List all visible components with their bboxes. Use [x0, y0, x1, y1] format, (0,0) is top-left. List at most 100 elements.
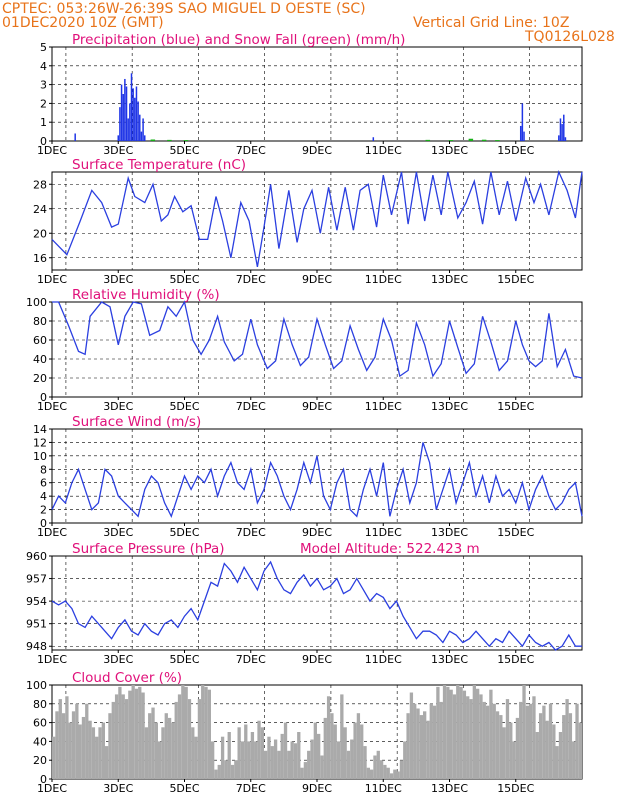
- temperature-series-line: [51, 169, 583, 268]
- cloud-bar: [313, 722, 317, 779]
- cloud-bar: [489, 689, 493, 779]
- cloud-bar: [224, 760, 228, 779]
- cloud-bar: [148, 713, 152, 779]
- cloud-bar: [65, 696, 69, 779]
- snow-bar: [425, 139, 431, 141]
- cloud-bar: [532, 696, 536, 779]
- y-tick-label: 14: [33, 423, 47, 436]
- cloud-bar: [237, 727, 241, 779]
- wind-title: Surface Wind (m/s): [72, 414, 201, 430]
- snow-bar: [448, 140, 454, 141]
- rain-bar: [558, 135, 560, 141]
- cloud-bar: [138, 686, 142, 779]
- plot-frame: [51, 555, 583, 651]
- y-tick-label: 5: [40, 41, 47, 54]
- cloud-cover-title: Cloud Cover (%): [72, 670, 182, 686]
- cloud-cover-panel: 0 20 40 60 80 100 1DEC 3DEC 5DEC 7DEC 9DEC 11DEC 13D…: [26, 670, 583, 795]
- y-tick-label: 80: [33, 315, 47, 328]
- cloud-bar: [370, 769, 374, 779]
- x-tick-label: 11DEC: [365, 653, 402, 666]
- y-tick-label: 10: [33, 450, 47, 463]
- x-tick-label: 11DEC: [365, 273, 402, 286]
- cloud-bar: [124, 699, 129, 779]
- cloud-bar: [244, 724, 248, 779]
- x-tick-label: 1DEC: [37, 400, 67, 413]
- x-tick-label: 13DEC: [431, 273, 468, 286]
- cloud-bar: [214, 769, 218, 779]
- cloud-bar: [353, 722, 357, 779]
- cloud-bar: [572, 741, 576, 779]
- cloud-bar: [406, 713, 410, 779]
- x-tick-label: 9DEC: [302, 144, 332, 157]
- x-tick-label: 5DEC: [169, 400, 199, 413]
- cloud-bar: [254, 741, 258, 779]
- cloud-bar: [393, 769, 397, 779]
- cloud-bar: [88, 720, 92, 779]
- y-tick-label: 2: [40, 97, 47, 110]
- x-tick-label: 9DEC: [302, 526, 332, 539]
- y-tick-label: 0: [40, 135, 47, 148]
- cloud-bar: [227, 732, 231, 779]
- y-tick-label: 20: [33, 227, 47, 240]
- cloud-bar: [413, 703, 417, 779]
- x-tick-label: 11DEC: [365, 782, 402, 795]
- y-tick-label: 2: [40, 504, 47, 517]
- x-tick-label: 13DEC: [431, 144, 468, 157]
- x-tick-label: 13DEC: [431, 400, 468, 413]
- header-station: CPTEC: 053:26W-26:39S SAO MIGUEL D OESTE…: [2, 1, 366, 17]
- y-tick-label: 960: [26, 550, 47, 563]
- cloud-bar: [565, 699, 569, 779]
- y-tick-label: 40: [33, 735, 47, 748]
- rain-bar: [561, 124, 563, 141]
- cloud-bar: [174, 701, 178, 779]
- snow-bar: [150, 139, 156, 141]
- cloud-bar: [114, 694, 119, 779]
- y-tick-label: 100: [26, 296, 47, 309]
- cloud-bar: [476, 688, 480, 779]
- cloud-bar: [323, 717, 327, 779]
- x-tick-label: 5DEC: [169, 273, 199, 286]
- cloud-bar: [240, 741, 245, 779]
- cloud-bar: [492, 703, 496, 779]
- cloud-bar: [75, 703, 79, 779]
- cloud-bar: [512, 741, 516, 779]
- cloud-bar: [552, 724, 556, 779]
- cloud-bar: [542, 705, 546, 779]
- cloud-bar: [270, 746, 274, 779]
- x-tick-label: 15DEC: [497, 400, 534, 413]
- cloud-bar: [442, 685, 447, 779]
- cloud-bar: [204, 686, 208, 779]
- cloud-bar: [260, 727, 264, 779]
- cloud-bar: [578, 722, 582, 779]
- cloud-bar: [293, 743, 298, 779]
- cloud-bar: [373, 755, 377, 779]
- x-tick-label: 7DEC: [236, 273, 266, 286]
- cloud-bar: [297, 732, 301, 779]
- cloud-bar: [317, 733, 321, 779]
- cloud-bar: [52, 736, 56, 779]
- snow-bar: [183, 140, 189, 141]
- y-tick-label: 957: [26, 573, 47, 586]
- cloud-bar: [379, 760, 384, 779]
- cloud-bar: [333, 724, 337, 779]
- x-tick-label: 5DEC: [169, 144, 199, 157]
- rain-bar: [372, 137, 375, 141]
- x-tick-label: 3DEC: [103, 400, 133, 413]
- cloud-bar: [515, 717, 520, 779]
- cloud-bar: [575, 703, 579, 779]
- cloud-bar: [472, 685, 476, 779]
- cloud-bar: [456, 685, 460, 779]
- cloud-bar: [459, 686, 463, 779]
- x-tick-label: 13DEC: [431, 782, 468, 795]
- cloud-bar: [177, 694, 182, 779]
- cloud-bar: [376, 750, 380, 779]
- wind-series-line: [51, 442, 583, 519]
- cloud-bar: [171, 722, 175, 779]
- cloud-bar: [320, 755, 324, 779]
- x-tick-label: 7DEC: [236, 400, 266, 413]
- x-tick-label: 5DEC: [169, 526, 199, 539]
- rain-bar: [119, 107, 121, 141]
- cloud-bar: [184, 686, 188, 779]
- y-tick-label: 12: [33, 436, 47, 449]
